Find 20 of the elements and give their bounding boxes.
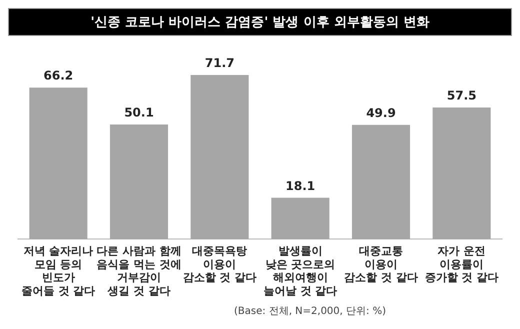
data-label: 18.1 bbox=[286, 178, 316, 193]
bar bbox=[352, 124, 410, 240]
data-label: 49.9 bbox=[366, 106, 396, 120]
bar bbox=[432, 108, 491, 240]
x-tick-label: 자가 운전 이용률이 증가할 것 같다 bbox=[424, 244, 499, 284]
x-tick-label: 발생률이 낮은 곳으로의 해외여행이 늘어날 것 같다 bbox=[263, 244, 338, 298]
x-tick-label: 대중목욕탕 이용이 감소할 것 같다 bbox=[182, 244, 257, 284]
data-label: 57.5 bbox=[446, 88, 476, 103]
bar bbox=[29, 88, 88, 240]
data-label: 71.7 bbox=[204, 56, 234, 70]
text: (Base: 전체, N=2,000, 단위: %) bbox=[233, 305, 387, 318]
x-tick-label: 저녁 술자리나 모임 등의 빈도가 줄어들 것 같다 bbox=[21, 244, 96, 298]
chart-title: '신종 코로나 바이러스 감염증' 발생 이후 외부활동의 변화 bbox=[8, 8, 512, 36]
bar bbox=[271, 198, 330, 240]
x-tick-label: 다른 사람과 함께 음식을 먹는 것에 거부감이 생길 것 같다 bbox=[96, 244, 182, 298]
data-label: 50.1 bbox=[124, 106, 154, 120]
bar bbox=[110, 124, 168, 240]
bar bbox=[190, 75, 249, 240]
data-label: 66.2 bbox=[44, 68, 74, 83]
x-tick-label: 대중교통 이용이 감소할 것 같다 bbox=[344, 244, 418, 284]
